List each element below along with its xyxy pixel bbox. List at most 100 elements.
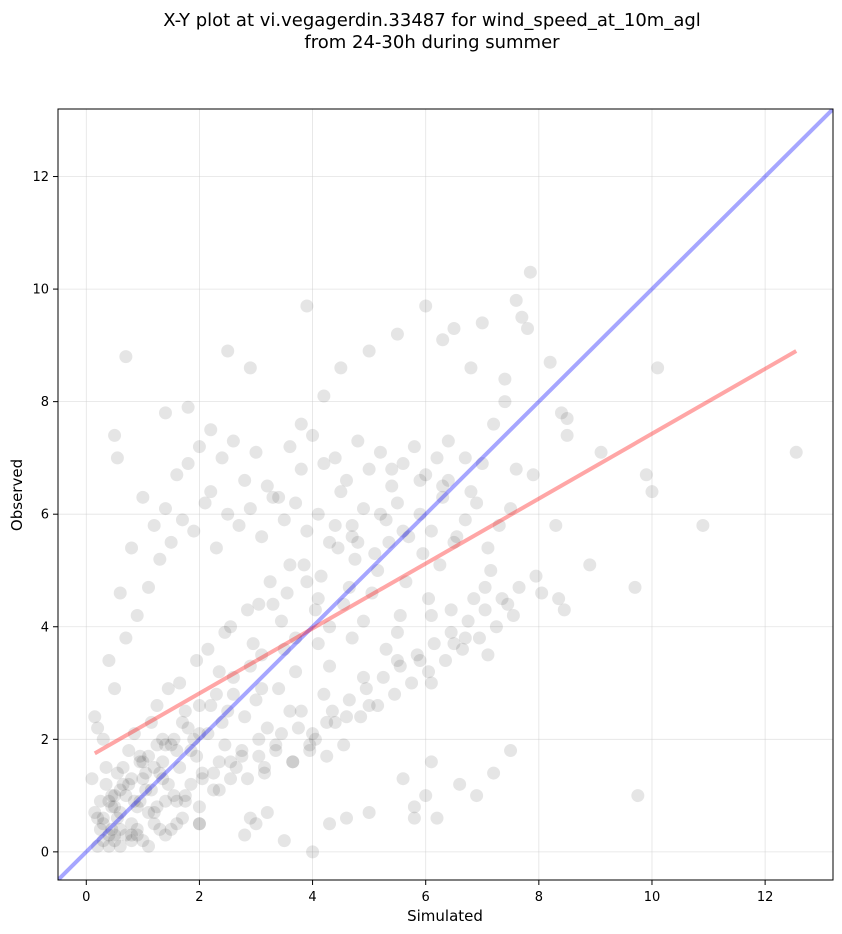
- scatter-point: [130, 608, 144, 622]
- scatter-point: [492, 518, 506, 532]
- scatter-point: [238, 473, 252, 487]
- scatter-point: [125, 817, 139, 831]
- scatter-point: [379, 513, 393, 527]
- scatter-point: [192, 800, 206, 814]
- scatter-point: [286, 755, 300, 769]
- scatter-point: [125, 772, 139, 786]
- scatter-point: [430, 811, 444, 825]
- scatter-point: [354, 710, 368, 724]
- scatter-point: [178, 794, 192, 808]
- scatter-point: [552, 592, 566, 606]
- scatter-point: [170, 817, 184, 831]
- scatter-point: [170, 794, 184, 808]
- y-tick-label: 2: [41, 733, 49, 748]
- scatter-point: [136, 834, 150, 848]
- scatter-point: [170, 468, 184, 482]
- scatter-point: [243, 659, 257, 673]
- scatter-point: [130, 800, 144, 814]
- scatter-point: [467, 592, 481, 606]
- scatter-point: [396, 772, 410, 786]
- scatter-point: [224, 620, 238, 634]
- scatter-point: [455, 642, 469, 656]
- scatter-point: [583, 558, 597, 572]
- scatter-point: [122, 777, 136, 791]
- scatter-point: [441, 434, 455, 448]
- scatter-point: [142, 805, 156, 819]
- scatter-point: [252, 732, 266, 746]
- scatter-point: [371, 563, 385, 577]
- scatter-point: [396, 524, 410, 538]
- scatter-point: [294, 417, 308, 431]
- x-tick-label: 12: [757, 890, 774, 905]
- scatter-point: [484, 563, 498, 577]
- scatter-point: [359, 682, 373, 696]
- y-tick-label: 4: [41, 620, 49, 635]
- scatter-point: [385, 479, 399, 493]
- scatter-point: [257, 760, 271, 774]
- scatter-point: [495, 592, 509, 606]
- scatter-point: [246, 637, 260, 651]
- trend-lines: [58, 109, 833, 880]
- scatter-point: [289, 631, 303, 645]
- scatter-point: [407, 440, 421, 454]
- scatter-point: [201, 727, 215, 741]
- scatter-point: [102, 839, 116, 853]
- scatter-point: [501, 597, 515, 611]
- scatter-point: [91, 839, 105, 853]
- scatter-point: [133, 794, 147, 808]
- scatter-point: [433, 558, 447, 572]
- scatter-point: [116, 760, 130, 774]
- scatter-point: [175, 811, 189, 825]
- scatter-point: [85, 772, 99, 786]
- scatter-point: [390, 327, 404, 341]
- scatter-point: [224, 772, 238, 786]
- scatter-point: [342, 580, 356, 594]
- scatter-point: [272, 490, 286, 504]
- scatter-point: [113, 783, 127, 797]
- scatter-point: [156, 755, 170, 769]
- scatter-point: [153, 766, 167, 780]
- scatter-point: [184, 744, 198, 758]
- scatter-point: [105, 789, 119, 803]
- scatter-point: [226, 434, 240, 448]
- y-tick-label: 8: [41, 395, 49, 410]
- scatter-point: [249, 817, 263, 831]
- scatter-point: [269, 738, 283, 752]
- scatter-point: [320, 749, 334, 763]
- scatter-point: [173, 760, 187, 774]
- scatter-point: [311, 637, 325, 651]
- scatter-point: [334, 361, 348, 375]
- scatter-point: [373, 445, 387, 459]
- scatter-point: [260, 721, 274, 735]
- scatter-point: [560, 428, 574, 442]
- scatter-point: [422, 592, 436, 606]
- scatter-point: [150, 800, 164, 814]
- scatter-point: [218, 738, 232, 752]
- scatter-point: [252, 597, 266, 611]
- scatter-point: [263, 575, 277, 589]
- scatter-point: [170, 744, 184, 758]
- scatter-point: [631, 789, 645, 803]
- scatter-point: [320, 715, 334, 729]
- scatter-point: [173, 676, 187, 690]
- scatter-point: [187, 524, 201, 538]
- scatter-point: [286, 755, 300, 769]
- scatter-point: [139, 783, 153, 797]
- scatter-point: [323, 535, 337, 549]
- scatter-point: [255, 682, 269, 696]
- scatter-point: [113, 839, 127, 853]
- scatter-point: [156, 772, 170, 786]
- scatter-point: [161, 682, 175, 696]
- scatter-point: [413, 473, 427, 487]
- scatter-point: [458, 513, 472, 527]
- scatter-point: [447, 321, 461, 335]
- scatter-point: [362, 344, 376, 358]
- scatter-point: [221, 507, 235, 521]
- scatter-point: [178, 789, 192, 803]
- scatter-point: [158, 738, 172, 752]
- scatter-point: [192, 817, 206, 831]
- scatter-point: [161, 777, 175, 791]
- scatter-point: [241, 772, 255, 786]
- scatter-point: [413, 507, 427, 521]
- scatter-point: [521, 321, 535, 335]
